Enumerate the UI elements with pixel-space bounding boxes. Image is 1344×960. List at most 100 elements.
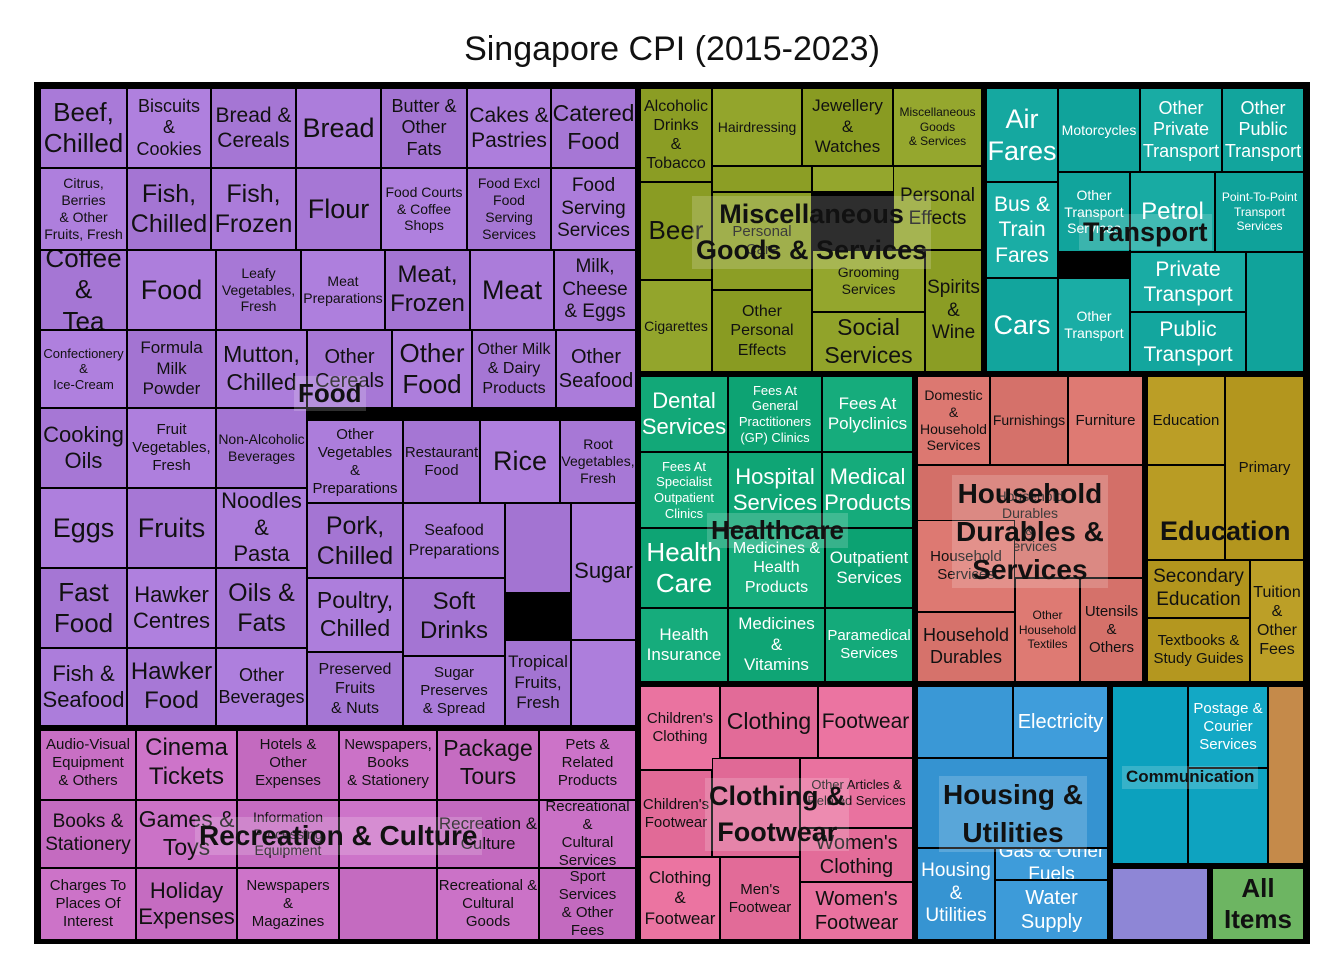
tile-clothing: Clothing [720, 686, 818, 758]
tile-label: Hotels & Other Expenses [255, 736, 321, 789]
tile-label: Other Public Transport [1224, 97, 1302, 161]
tile-label: Clothing [726, 708, 812, 735]
tile-air-fares: Air Fares [986, 88, 1058, 182]
tile-label: Point-To-Point Transport Services [1221, 190, 1298, 234]
tile-jewellery-watches: Jewellery & Watches [802, 88, 893, 166]
tile-label: Other Vegetables & Preparations [312, 425, 398, 497]
tile-citrus-berries-other-fruits-fresh: Citrus, Berries & Other Fruits, Fresh [40, 168, 127, 250]
tile-alcoholic-drinks-tobacco: Alcoholic Drinks & Tobacco [640, 88, 712, 182]
tile-label: Education [1152, 411, 1220, 429]
tile-label: Cooking Oils [43, 421, 124, 473]
tile-label: Furnishings [992, 412, 1066, 429]
tile-label: Fees At Specialist Outpatient Clinics [654, 458, 714, 521]
tile-label: Dental Services [641, 387, 727, 439]
tile-label: Cars [993, 309, 1051, 340]
tile-holiday-expenses: Holiday Expenses [136, 868, 237, 940]
tile-other-milk-dairy-products: Other Milk & Dairy Products [472, 330, 556, 408]
tile-label: Hawker Centres [132, 581, 211, 633]
tile-meat-preparations: Meat Preparations [301, 250, 385, 330]
tile-unlabeled [1112, 686, 1188, 864]
tile-bread-cereals: Bread & Cereals [211, 88, 296, 168]
tile-dental-services: Dental Services [640, 376, 728, 452]
tile-label: Recreation & Culture [438, 813, 538, 853]
tile-other-cereals: Other Cereals [307, 330, 392, 408]
tile-petrol: Petrol [1130, 172, 1215, 252]
tile-health-care: Health Care [640, 528, 728, 608]
tile-tropical-fruits-fresh: Tropical Fruits, Fresh [505, 640, 571, 726]
tile-label: Poultry, Chilled [316, 587, 394, 641]
tile-furnishings: Furnishings [990, 376, 1068, 465]
tile-newspapers-books-stationery: Newspapers, Books & Stationery [339, 726, 437, 800]
tile-label: Social Services [824, 314, 913, 368]
tile-public-transport: Public Transport [1130, 312, 1246, 372]
tile-children-s-clothing: Children's Clothing [640, 686, 720, 770]
tile-label: Medicines & Vitamins [738, 614, 815, 675]
tile-label: Beef, Chilled [43, 96, 124, 158]
tile-private-transport: Private Transport [1130, 252, 1246, 312]
tile-label: Confectionery & Ice-Cream [43, 345, 124, 392]
tile-beef-chilled: Beef, Chilled [40, 88, 127, 168]
tile-label: All Items [1224, 872, 1292, 934]
tile-women-s-footwear: Women's Footwear [800, 882, 913, 940]
tile-personal-care: Personal Care [712, 192, 812, 290]
tile-label: Formula Milk Powder [140, 338, 203, 399]
tile-label: Household Durables & Services [996, 487, 1064, 555]
tile-label: Pets & Related Products [557, 736, 618, 789]
tile-other-articles-related-services: Other Articles & Related Services [800, 758, 913, 828]
tile-label: Food [140, 274, 203, 305]
tile-tuition-other-fees: Tuition & Other Fees [1250, 560, 1304, 682]
tile-other-beverages: Other Beverages [216, 648, 307, 726]
tile-other-household-textiles: Other Household Textiles [1015, 578, 1080, 682]
tile-catered-food: Catered Food [551, 88, 636, 168]
tile-label: Soft Drinks [419, 588, 488, 644]
tile-clothing-footwear: Clothing & Footwear [640, 857, 720, 940]
tile-information-processing-equipment: Information Processing Equipment [237, 800, 339, 868]
tile-label: Catered Food [552, 100, 635, 154]
tile-non-alcoholic-beverages: Non-Alcoholic Beverages [216, 408, 307, 488]
tile-label: Men's Footwear [728, 880, 792, 916]
tile-label: Other Transport Services [1064, 186, 1124, 237]
tile-label: Fast Food [53, 576, 114, 638]
tile-label: Grooming Services [837, 264, 900, 297]
tile-coffee-tea: Coffee & Tea [40, 250, 127, 330]
tile-formula-milk-powder: Formula Milk Powder [127, 330, 216, 408]
tile-label: Other Private Transport [1142, 97, 1220, 161]
tile-label: Alcoholic Drinks & Tobacco [643, 97, 709, 173]
tile-children-s-footwear: Children's Footwear [640, 770, 712, 857]
tile-poultry-chilled: Poultry, Chilled [307, 578, 403, 652]
tile-preserved-fruits-nuts: Preserved Fruits & Nuts [307, 652, 403, 726]
tile-bread: Bread [296, 88, 381, 168]
tile-cigarettes: Cigarettes [640, 280, 712, 372]
tile-label: Bread [302, 112, 375, 143]
tile-footwear: Footwear [818, 686, 913, 758]
tile-postage-courier-services: Postage & Courier Services [1188, 686, 1268, 768]
tile-label: Sugar [574, 558, 633, 584]
tile-unlabeled [917, 758, 1108, 848]
tile-label: Fruit Vegetables, Fresh [132, 421, 211, 474]
tile-cakes-pastries: Cakes & Pastries [467, 88, 551, 168]
tile-label: Books & Stationery [45, 811, 131, 855]
tile-food: Food [127, 250, 216, 330]
tile-other-seafood: Other Seafood [556, 330, 636, 408]
tile-furniture: Furniture [1068, 376, 1143, 465]
tile-label: Citrus, Berries & Other Fruits, Fresh [44, 175, 123, 242]
tile-domestic-household-services: Domestic & Household Services [917, 376, 990, 465]
tile-sugar-preserves-spread: Sugar Preserves & Spread [403, 656, 505, 726]
tile-label: Medicines & Health Products [732, 540, 821, 596]
tile-label: Private Transport [1143, 257, 1233, 306]
tile-label: Cinema Tickets [145, 734, 228, 790]
tile-label: Bread & Cereals [215, 103, 292, 152]
tile-label: Water Supply [1020, 887, 1083, 933]
tile-food-serving-services: Food Serving Services [551, 168, 636, 250]
tile-label: Seafood Preparations [408, 522, 500, 559]
tile-hawker-food: Hawker Food [127, 648, 216, 726]
tile-unlabeled [339, 868, 437, 940]
tile-other-food: Other Food [392, 330, 472, 408]
tile-label: Meat [481, 274, 543, 305]
tile-spirits-wine: Spirits & Wine [925, 250, 982, 372]
tile-unlabeled [917, 686, 1013, 758]
tile-seafood-preparations: Seafood Preparations [403, 503, 505, 578]
tile-label: Outpatient Services [829, 547, 909, 587]
tile-hospital-services: Hospital Services [728, 452, 822, 528]
tile-label: Recreational & Cultural Services [545, 800, 630, 868]
